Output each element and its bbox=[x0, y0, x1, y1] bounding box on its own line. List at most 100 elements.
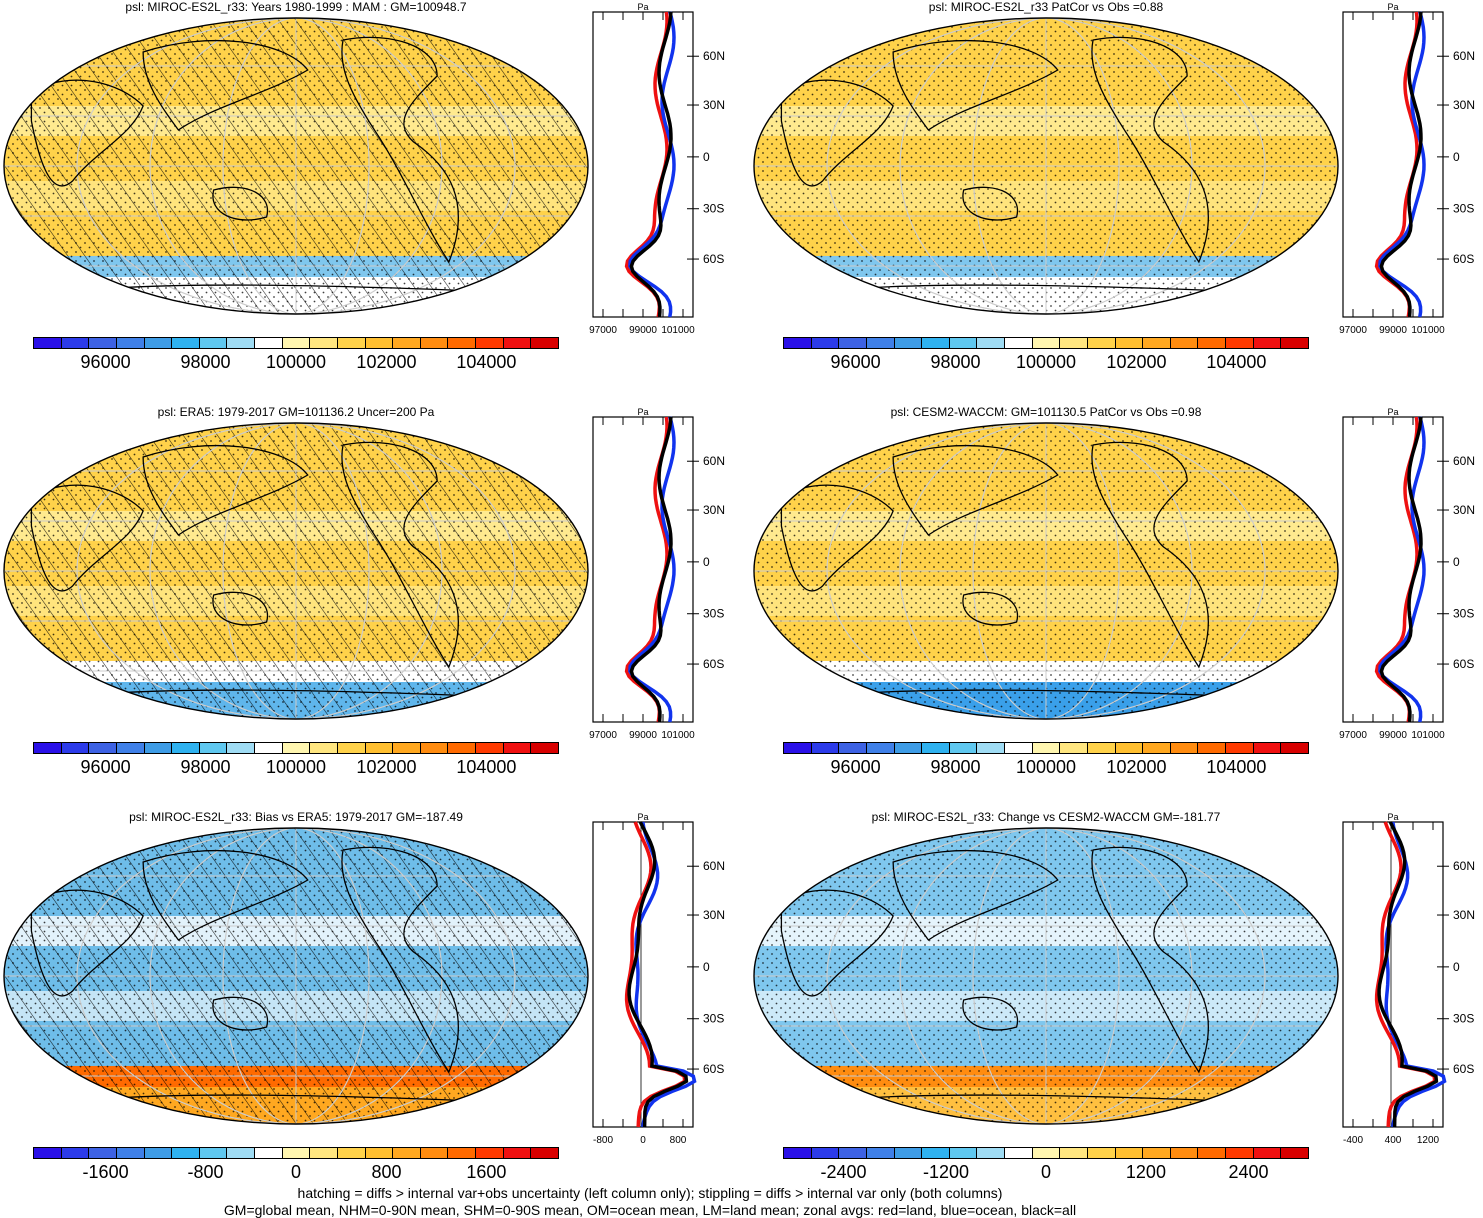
colorbar-swatch bbox=[144, 743, 173, 753]
colorbar-swatch bbox=[420, 1148, 449, 1158]
colorbar bbox=[783, 337, 1309, 349]
panel-title: psl: MIROC-ES2L_r33: Years 1980-1999 : M… bbox=[125, 0, 467, 14]
map-plot bbox=[753, 422, 1339, 720]
zonal-x-tick-label: 800 bbox=[670, 1135, 687, 1146]
colorbar-swatch bbox=[476, 338, 504, 348]
colorbar bbox=[783, 1147, 1309, 1159]
colorbar-tick-label: 104000 bbox=[456, 757, 517, 777]
colorbar-swatch bbox=[784, 743, 812, 753]
colorbar-swatch bbox=[116, 338, 145, 348]
colorbar-swatch bbox=[1253, 338, 1282, 348]
colorbar-swatch bbox=[1115, 338, 1144, 348]
latitude-tick-label: 60N bbox=[1453, 859, 1475, 873]
panel-title: psl: MIROC-ES2L_r33 PatCor vs Obs =0.88 bbox=[928, 0, 1164, 14]
colorbar-swatch bbox=[365, 338, 394, 348]
map-plot bbox=[3, 827, 589, 1125]
latitude-tick-label: 0 bbox=[1453, 150, 1460, 164]
zonal-x-tick-label: 99000 bbox=[629, 325, 657, 336]
colorbar-swatch bbox=[1170, 338, 1199, 348]
colorbar-swatch bbox=[34, 1148, 62, 1158]
latitude-tick-label: 60S bbox=[1453, 1062, 1474, 1076]
latitude-tick-label: 60N bbox=[703, 454, 725, 468]
colorbar-tick-label: -1600 bbox=[82, 1162, 129, 1182]
colorbar-swatch bbox=[172, 743, 200, 753]
footer-line-1: hatching = diffs > internal var+obs unce… bbox=[297, 1185, 1003, 1201]
colorbar-swatch bbox=[894, 743, 923, 753]
colorbar-swatch bbox=[393, 743, 421, 753]
colorbar-swatch bbox=[894, 338, 923, 348]
colorbar-tick-label: 100000 bbox=[265, 757, 327, 777]
colorbar-swatch bbox=[977, 1148, 1005, 1158]
latitude-tick-label: 0 bbox=[703, 150, 710, 164]
map-fill bbox=[4, 828, 588, 1124]
latitude-tick-label: 60N bbox=[1453, 49, 1475, 63]
latitude-tick-label: 0 bbox=[703, 960, 710, 974]
colorbar-swatch bbox=[1281, 743, 1308, 753]
map-plot bbox=[753, 827, 1339, 1125]
colorbar-swatch bbox=[1005, 743, 1033, 753]
colorbar bbox=[783, 742, 1309, 754]
colorbar-swatch bbox=[1032, 338, 1061, 348]
colorbar-swatch bbox=[866, 338, 895, 348]
colorbar-swatch bbox=[227, 743, 255, 753]
colorbar-tick-label: 98000 bbox=[180, 352, 231, 372]
colorbar-swatch bbox=[949, 743, 978, 753]
colorbar-swatch bbox=[116, 743, 145, 753]
colorbar-tick-label: 100000 bbox=[1015, 352, 1077, 372]
colorbar-tick-label: 96000 bbox=[830, 757, 881, 777]
latitude-tick-label: 0 bbox=[703, 555, 710, 569]
colorbar-tick-label: 102000 bbox=[356, 757, 417, 777]
colorbar-tick-label: 0 bbox=[290, 1162, 302, 1182]
colorbar bbox=[33, 742, 559, 754]
colorbar-swatch bbox=[116, 1148, 145, 1158]
colorbar-swatch bbox=[1115, 743, 1144, 753]
colorbar-swatch bbox=[393, 338, 421, 348]
colorbar-tick-label: 104000 bbox=[1206, 757, 1267, 777]
colorbar-swatch bbox=[1198, 743, 1226, 753]
colorbar-swatch bbox=[61, 338, 90, 348]
zonal-line-all bbox=[629, 416, 673, 723]
colorbar-tick-label: 100000 bbox=[265, 352, 327, 372]
colorbar-swatch bbox=[34, 743, 62, 753]
colorbar-swatch bbox=[1005, 1148, 1033, 1158]
colorbar-swatch bbox=[1143, 1148, 1171, 1158]
latitude-tick-label: 30N bbox=[1453, 98, 1475, 112]
colorbar-tick-label: 96000 bbox=[830, 352, 881, 372]
colorbar-tick-label: -1200 bbox=[923, 1162, 970, 1182]
colorbar-swatch bbox=[1115, 1148, 1144, 1158]
colorbar-swatch bbox=[337, 338, 366, 348]
zonal-line-all bbox=[1379, 11, 1423, 318]
zonal-unit-label: Pa bbox=[637, 407, 648, 417]
zonal-x-tick-label: 101000 bbox=[1411, 730, 1445, 741]
colorbar-tick-label: 1600 bbox=[466, 1162, 507, 1182]
zonal-unit-label: Pa bbox=[1387, 2, 1398, 12]
colorbar-swatch bbox=[310, 338, 338, 348]
latitude-tick-label: 60S bbox=[1453, 657, 1474, 671]
latitude-tick-label: 0 bbox=[1453, 960, 1460, 974]
colorbar-tick-label: 0 bbox=[1040, 1162, 1052, 1182]
colorbar-swatch bbox=[866, 1148, 895, 1158]
latitude-tick-label: 30S bbox=[1453, 1012, 1474, 1026]
colorbar-swatch bbox=[144, 1148, 173, 1158]
colorbar-swatch bbox=[199, 743, 228, 753]
zonal-x-tick-label: 97000 bbox=[589, 325, 617, 336]
zonal-average-plot: Pa 60N 30N 0 30S 60S 97000 99000 101000 bbox=[1339, 407, 1475, 741]
colorbar-tick-label: 104000 bbox=[1206, 352, 1267, 372]
colorbar-swatch bbox=[1087, 743, 1116, 753]
colorbar-swatch bbox=[89, 338, 117, 348]
zonal-x-tick-label: -400 bbox=[1343, 1135, 1363, 1146]
panel-p3: psl: ERA5: 1979-2017 GM=101136.2 Uncer=2… bbox=[0, 405, 733, 795]
zonal-line-ocean bbox=[1384, 821, 1447, 1128]
map-plot bbox=[3, 422, 589, 720]
zonal-line-all bbox=[1379, 416, 1423, 723]
colorbar-swatch bbox=[839, 1148, 867, 1158]
zonal-x-tick-label: 101000 bbox=[661, 325, 695, 336]
colorbar-swatch bbox=[365, 743, 394, 753]
latitude-tick-label: 30N bbox=[1453, 503, 1475, 517]
colorbar-swatch bbox=[1253, 743, 1282, 753]
latitude-tick-label: 30S bbox=[1453, 607, 1474, 621]
zonal-line-all bbox=[629, 11, 673, 318]
colorbar-swatch bbox=[977, 743, 1005, 753]
colorbar-swatch bbox=[448, 1148, 476, 1158]
panel-title: psl: ERA5: 1979-2017 GM=101136.2 Uncer=2… bbox=[157, 405, 435, 419]
